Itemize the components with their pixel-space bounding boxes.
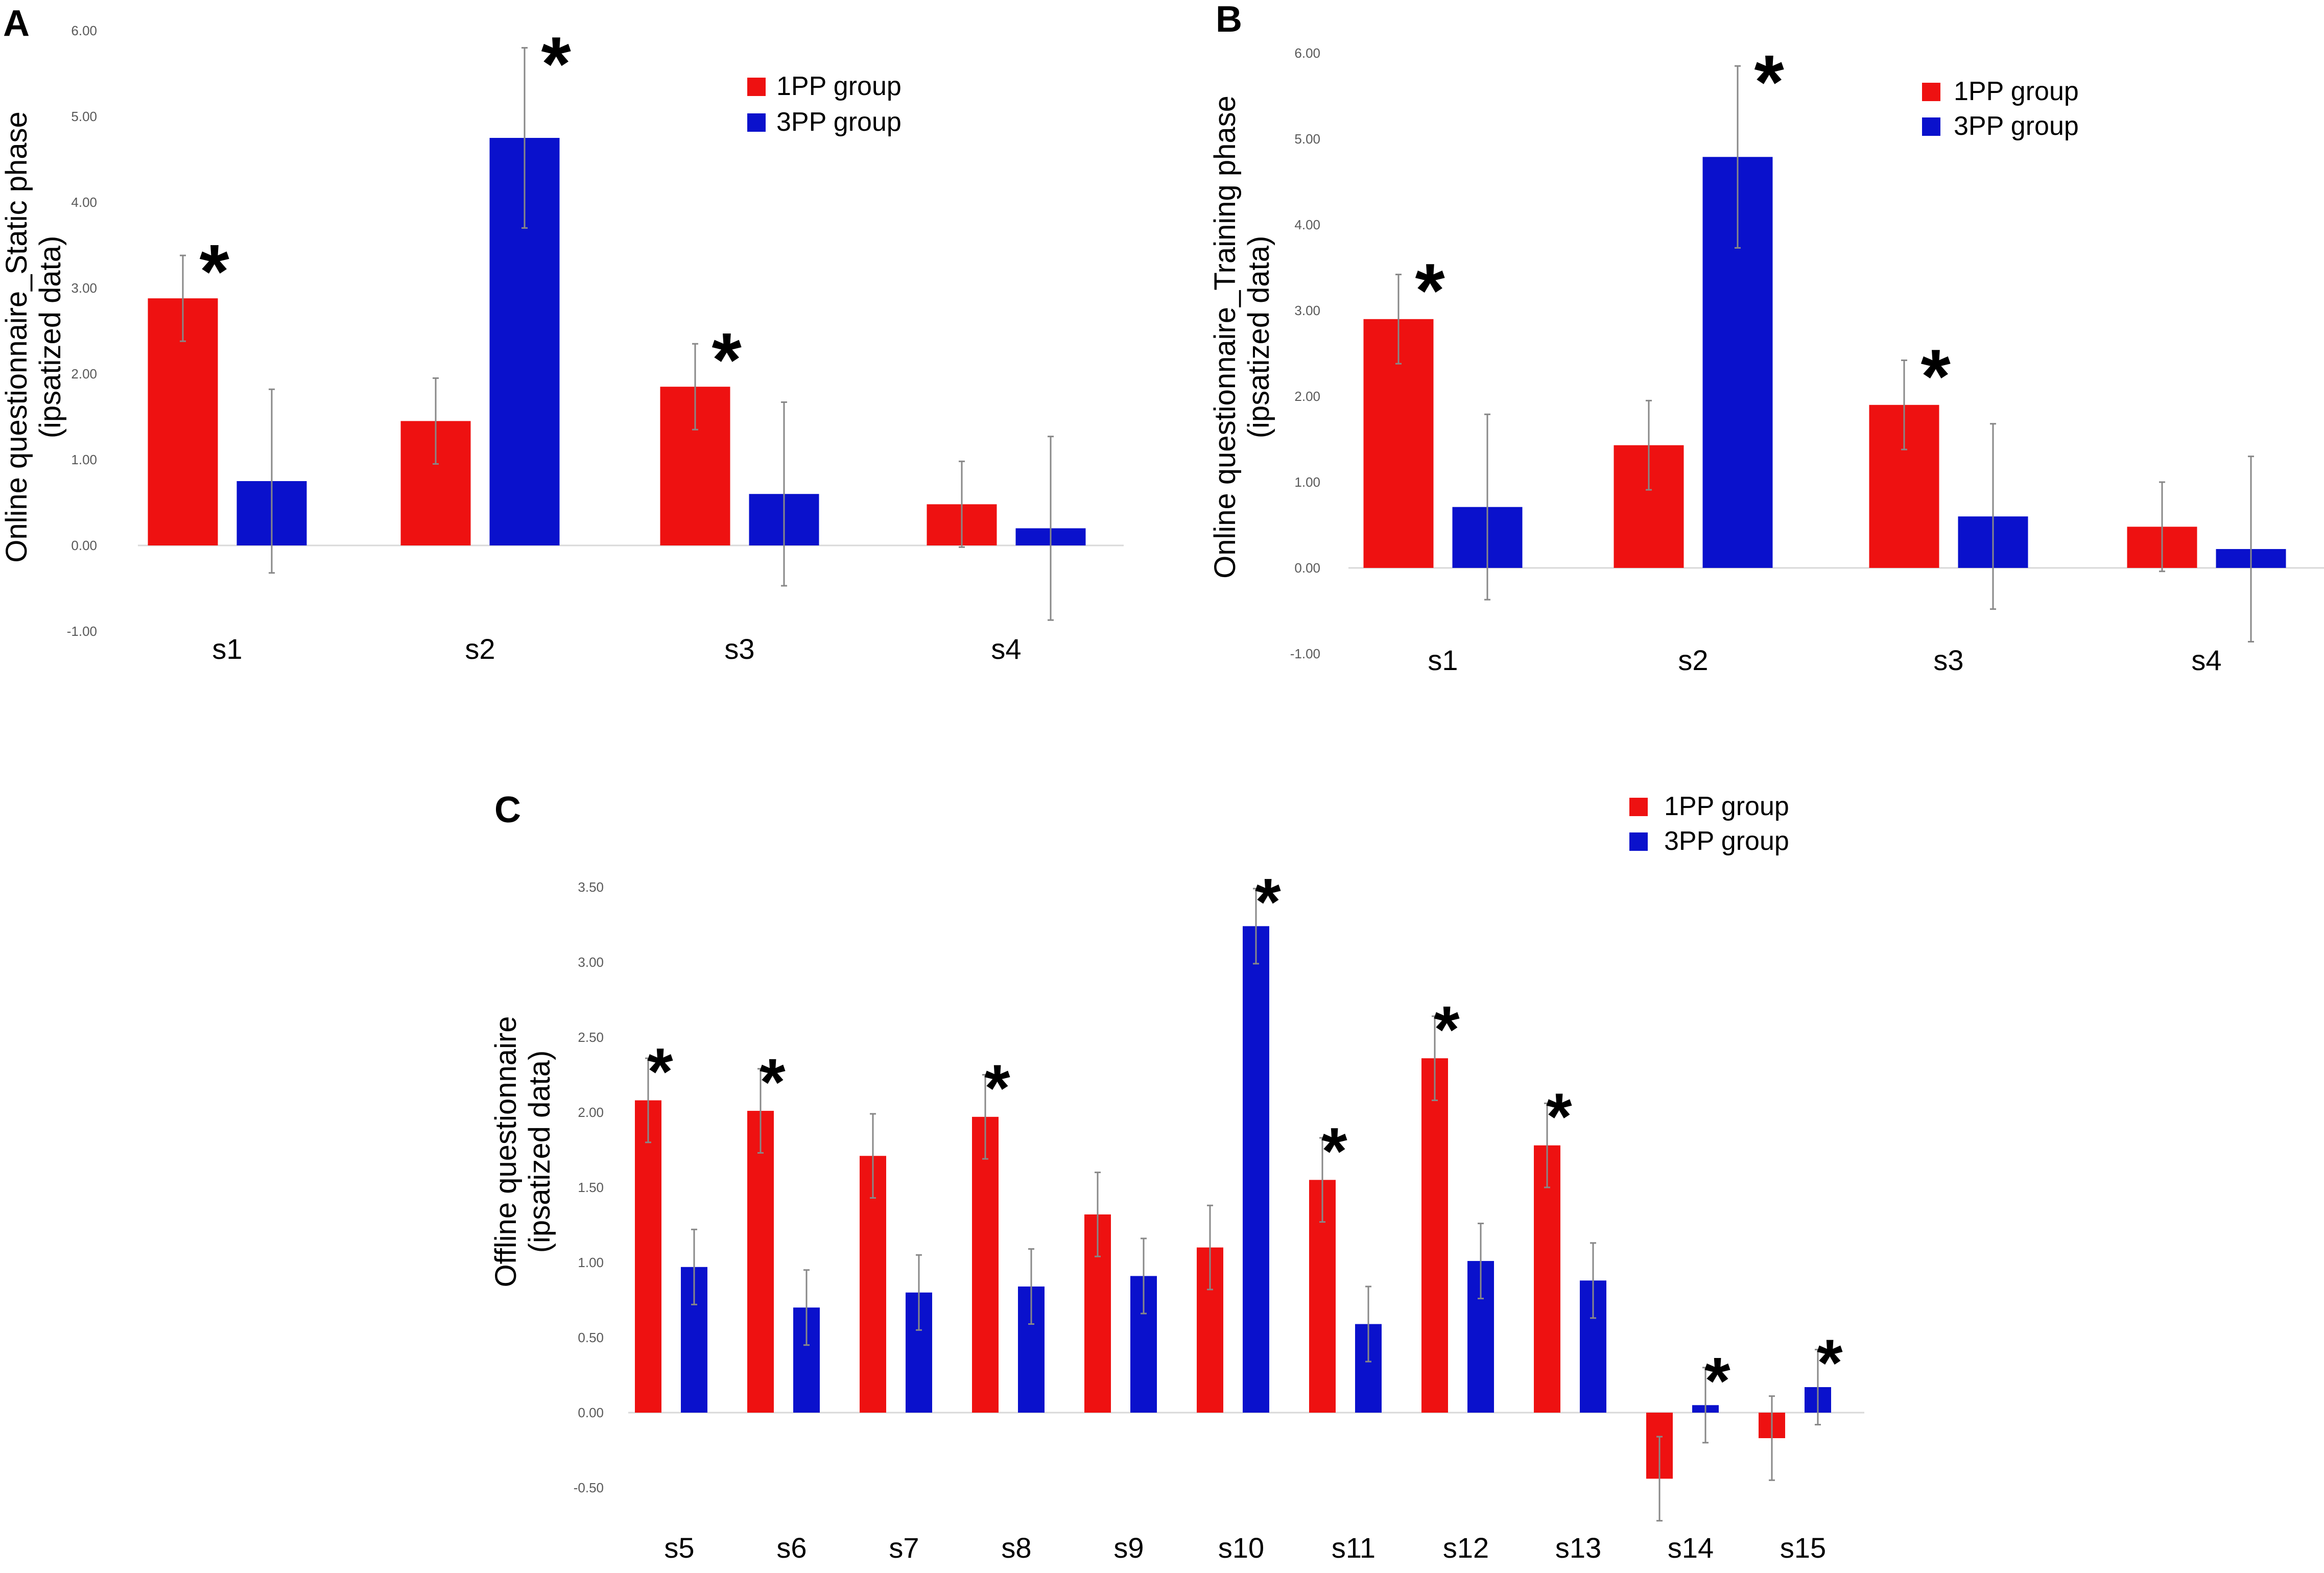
y-tick-label-b: 3.00 [1294, 303, 1320, 318]
x-tick-label-c: s9 [1113, 1532, 1144, 1564]
legend-a-swatch-1pp [747, 78, 766, 96]
legend-c-label-1pp: 1PP group [1664, 792, 1789, 821]
y-tick-label-a: 4.00 [71, 195, 97, 210]
significance-star-c-s11: * [1321, 1114, 1347, 1188]
significance-star-c-s10: * [1255, 865, 1281, 939]
legend-b-swatch-3pp [1922, 117, 1940, 136]
significance-star-c-s5: * [647, 1034, 673, 1109]
y-tick-label-b: 5.00 [1294, 131, 1320, 147]
y-tick-label-b: 1.00 [1294, 474, 1320, 490]
significance-star-c-s13: * [1546, 1079, 1572, 1154]
y-axis-title-a-line2: (ipsatized data) [34, 236, 67, 439]
legend-a: 1PP group 3PP group [747, 72, 902, 137]
y-axis-title-b: Online questionnaire_Training phase (ips… [1208, 96, 1275, 579]
significance-star-c-s14: * [1704, 1343, 1730, 1418]
y-tick-label-c: 2.50 [578, 1030, 604, 1045]
legend-c-swatch-3pp [1629, 832, 1648, 851]
plot-area-b: -1.00 0.00 1.00 2.00 3.00 4.00 5.00 6.00 s1 s2 s3 s… [1290, 39, 2324, 676]
plot-area-a: -1.00 0.00 1.00 2.00 3.00 4.00 5.00 6.00 s1 s2 s3 s… [67, 21, 1124, 665]
x-tick-label-a: s1 [212, 633, 242, 665]
significance-star-c-s6: * [760, 1044, 786, 1119]
y-tick-label-c: 0.00 [578, 1405, 604, 1420]
x-tick-label-c: s7 [889, 1532, 919, 1564]
y-axis-title-c: Offline questionnaire (ipsatized data) [489, 1016, 556, 1288]
legend-c-label-3pp: 3PP group [1664, 826, 1789, 856]
x-tick-label-b: s4 [2191, 644, 2221, 676]
bar-c-s8-1pp [972, 1116, 999, 1413]
y-tick-label-c: 3.00 [578, 955, 604, 970]
significance-star-b-s2: * [1754, 39, 1784, 125]
x-tick-label-a: s3 [724, 633, 754, 665]
significance-star-c-s15: * [1817, 1325, 1843, 1400]
y-tick-label-c: 3.50 [578, 879, 604, 895]
bar-c-s13-1pp [1534, 1145, 1560, 1413]
y-tick-label-b: 4.00 [1294, 217, 1320, 232]
y-tick-label-a: 3.00 [71, 280, 97, 296]
legend-b-swatch-1pp [1922, 83, 1940, 101]
y-tick-label-c: 1.00 [578, 1255, 604, 1270]
y-axis-title-c-line2: (ipsatized data) [523, 1051, 556, 1253]
y-tick-label-b: 2.00 [1294, 389, 1320, 404]
y-tick-label-c: -0.50 [574, 1480, 604, 1495]
x-tick-label-c: s6 [776, 1532, 807, 1564]
legend-c-swatch-1pp [1629, 798, 1648, 816]
y-tick-label-a: 2.00 [71, 366, 97, 382]
y-tick-label-a: 6.00 [71, 23, 97, 38]
y-tick-label-a: 1.00 [71, 452, 97, 467]
x-tick-label-a: s4 [991, 633, 1021, 665]
x-tick-label-c: s10 [1218, 1532, 1264, 1564]
legend-c: 1PP group 3PP group [1629, 792, 1789, 856]
y-tick-label-c: 0.50 [578, 1330, 604, 1345]
y-tick-label-b: 6.00 [1294, 45, 1320, 61]
significance-star-a-s1: * [199, 228, 229, 314]
significance-star-c-s12: * [1434, 992, 1460, 1066]
y-axis-title-c-line1: Offline questionnaire [489, 1016, 523, 1288]
y-tick-label-c: 2.00 [578, 1105, 604, 1120]
bar-c-s10-3pp [1243, 926, 1269, 1413]
significance-star-a-s3: * [712, 317, 742, 402]
plot-area-c: -0.50 0.00 0.50 1.00 1.50 2.00 2.50 3.00 3.50 s5 s… [574, 865, 1864, 1564]
y-axis-title-b-line1: Online questionnaire_Training phase [1208, 96, 1242, 579]
y-tick-label-b: 0.00 [1294, 560, 1320, 576]
x-tick-label-c: s15 [1780, 1532, 1826, 1564]
significance-star-c-s8: * [984, 1051, 1010, 1125]
y-tick-label-c: 1.50 [578, 1180, 604, 1195]
y-axis-title-a-line1: Online questionnaire_Static phase [0, 111, 33, 562]
legend-b: 1PP group 3PP group [1922, 77, 2079, 141]
bar-c-s5-1pp [635, 1100, 661, 1413]
bar-c-s12-1pp [1421, 1058, 1448, 1413]
x-tick-label-c: s11 [1332, 1532, 1376, 1564]
legend-a-label-3pp: 3PP group [776, 107, 902, 137]
y-tick-label-a: 5.00 [71, 109, 97, 124]
x-tick-label-c: s8 [1001, 1532, 1031, 1564]
x-tick-label-b: s3 [1933, 644, 1963, 676]
significance-star-b-s3: * [1920, 333, 1951, 419]
y-axis-title-b-line2: (ipsatized data) [1242, 236, 1275, 439]
legend-a-swatch-3pp [747, 113, 766, 132]
x-tick-label-c: s12 [1443, 1532, 1489, 1564]
legend-b-label-1pp: 1PP group [1954, 77, 2079, 106]
panel-label-a: A [3, 3, 30, 44]
panel-label-b: B [1216, 0, 1242, 40]
bar-c-s6-1pp [747, 1111, 774, 1413]
legend-a-label-1pp: 1PP group [776, 72, 902, 101]
panel-label-c: C [494, 790, 521, 830]
x-tick-label-c: s13 [1555, 1532, 1601, 1564]
y-axis-title-a: Online questionnaire_Static phase (ipsat… [0, 111, 67, 562]
y-tick-label-a: 0.00 [71, 538, 97, 553]
significance-star-b-s1: * [1415, 247, 1445, 333]
y-tick-label-a: -1.00 [67, 624, 97, 639]
y-tick-label-b: -1.00 [1290, 646, 1320, 661]
x-tick-label-c: s5 [664, 1532, 694, 1564]
x-tick-label-b: s1 [1428, 644, 1458, 676]
x-tick-label-b: s2 [1678, 644, 1708, 676]
x-tick-label-c: s14 [1668, 1532, 1714, 1564]
significance-star-a-s2: * [541, 21, 571, 107]
legend-b-label-3pp: 3PP group [1954, 111, 2079, 141]
x-tick-label-a: s2 [465, 633, 495, 665]
